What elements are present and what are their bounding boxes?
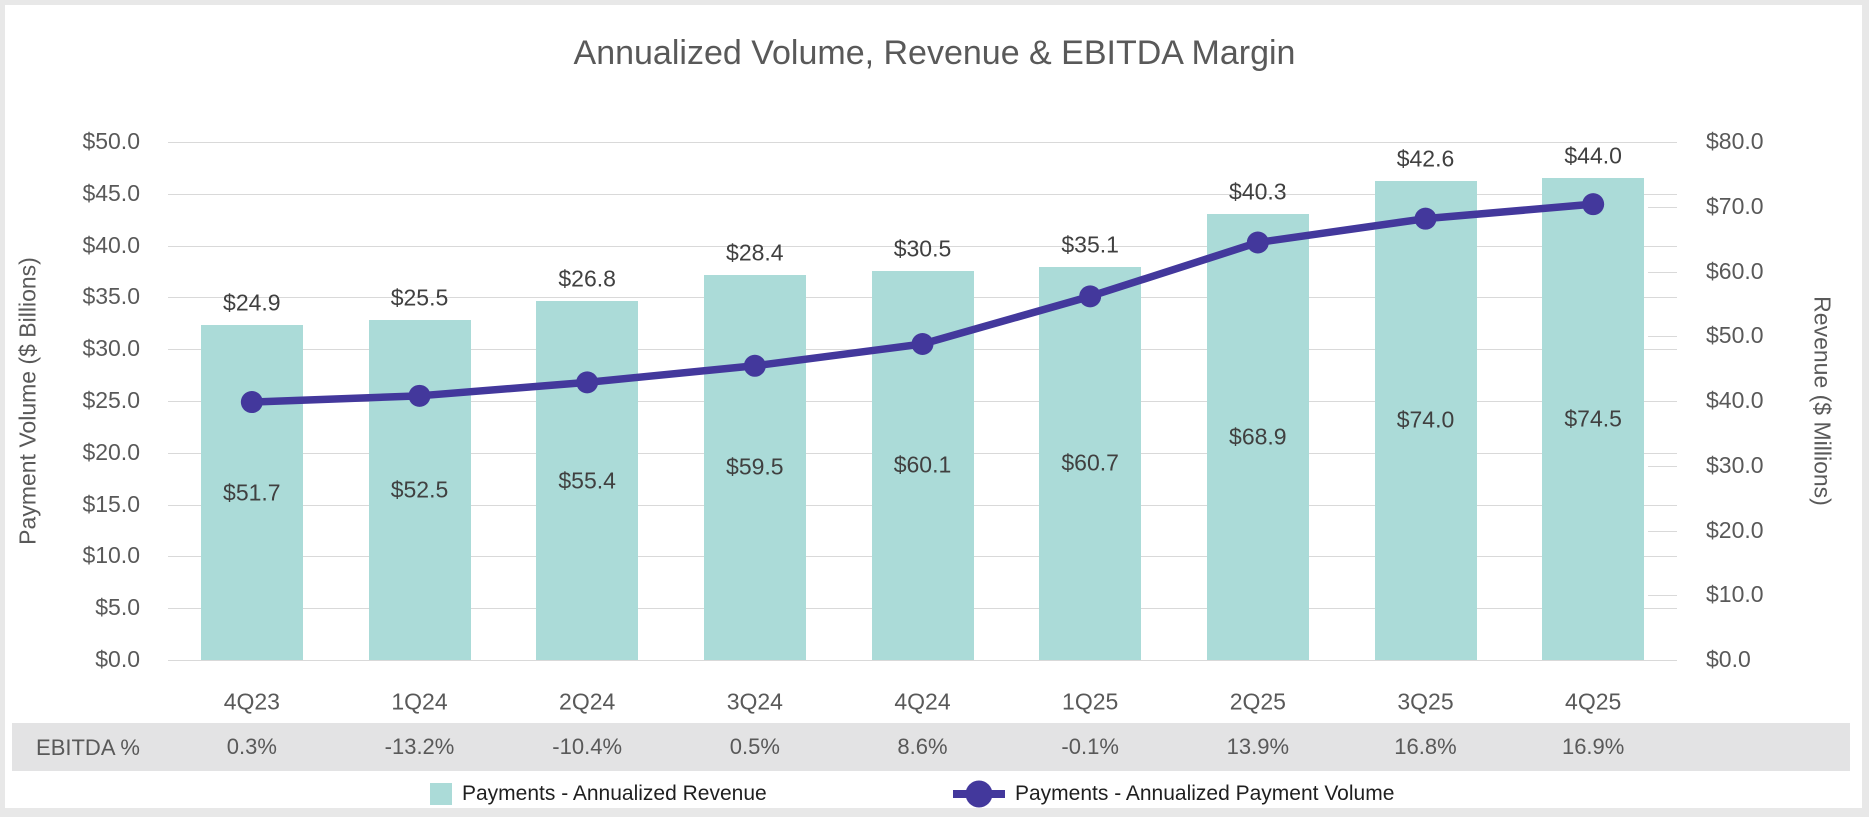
legend-item-volume: Payments - Annualized Payment Volume	[953, 779, 1394, 809]
right-axis-tick-label: $60.0	[1706, 257, 1764, 284]
ebitda-value: 16.9%	[1561, 734, 1625, 759]
line-value-label: $25.5	[390, 284, 449, 311]
line-marker-swatch-icon	[953, 780, 1005, 808]
right-axis-tick	[1648, 336, 1677, 338]
x-axis-label: 2Q25	[1229, 688, 1286, 715]
bar-swatch-icon	[430, 783, 452, 805]
line-value-label: $28.4	[726, 239, 784, 266]
bar-value-label: $68.9	[1229, 423, 1287, 450]
right-axis-tick	[1648, 206, 1677, 208]
line-point-marker	[408, 384, 431, 407]
bar-value-label: $52.5	[390, 476, 449, 503]
line-point-marker	[576, 371, 599, 394]
ebitda-value: -0.1%	[1061, 734, 1119, 759]
right-axis-tick-label: $20.0	[1706, 516, 1764, 543]
line-value-label: $40.3	[1229, 178, 1287, 205]
ebitda-value: 8.6%	[897, 734, 948, 759]
right-axis-tick-label: $80.0	[1706, 128, 1764, 154]
line-value-label: $35.1	[1061, 231, 1119, 258]
legend-label-revenue: Payments - Annualized Revenue	[462, 782, 767, 805]
ebitda-header: EBITDA %	[36, 735, 140, 760]
line-point-marker	[240, 391, 263, 414]
line-point-marker	[911, 333, 934, 356]
ebitda-value: 0.3%	[226, 734, 277, 759]
gridline	[168, 245, 1677, 247]
gridline	[168, 193, 1677, 195]
bar	[1542, 177, 1645, 660]
right-axis-tick	[1648, 660, 1677, 661]
legend-item-revenue: Payments - Annualized Revenue	[430, 779, 767, 809]
chart-title: Annualized Volume, Revenue & EBITDA Marg…	[573, 34, 1296, 72]
left-axis-tick-label: $25.0	[82, 387, 140, 413]
legend-label-volume: Payments - Annualized Payment Volume	[1015, 782, 1395, 805]
gridline	[168, 660, 1677, 661]
left-axis-tick-label: $10.0	[82, 542, 140, 569]
x-axis-label: 3Q25	[1397, 688, 1454, 715]
line-value-label: $24.9	[223, 289, 281, 316]
ebitda-value: 16.8%	[1394, 734, 1457, 759]
line-value-label: $42.6	[1396, 145, 1455, 172]
line-point-marker	[1414, 207, 1437, 230]
ebitda-band	[12, 723, 1850, 771]
x-axis-label: 1Q25	[1062, 688, 1119, 715]
bar	[1206, 213, 1309, 660]
bar	[1374, 180, 1477, 660]
right-axis-tick	[1648, 271, 1677, 273]
right-axis-tick	[1648, 142, 1677, 143]
line-point-marker	[1582, 193, 1605, 216]
right-axis-tick	[1648, 401, 1677, 402]
bar	[1039, 266, 1142, 660]
left-axis-tick-label: $30.0	[82, 335, 140, 362]
left-axis-tick-label: $5.0	[95, 594, 140, 621]
bar	[703, 274, 806, 660]
bar	[536, 301, 639, 660]
x-axis-label: 2Q24	[559, 688, 616, 715]
right-axis-tick-label: $0.0	[1706, 646, 1751, 672]
right-axis-tick-label: $50.0	[1706, 322, 1764, 349]
bar-value-label: $59.5	[726, 453, 784, 480]
ebitda-value: 0.5%	[729, 734, 780, 759]
line-path	[248, 200, 1597, 406]
right-axis-tick-label: $30.0	[1706, 451, 1764, 478]
bar	[200, 325, 303, 660]
x-axis-label: 3Q24	[726, 688, 783, 715]
bar-value-label: $55.4	[558, 467, 616, 494]
bar-value-label: $60.7	[1061, 449, 1119, 476]
right-axis-tick-label: $70.0	[1706, 192, 1764, 219]
right-axis-tick	[1648, 465, 1677, 467]
line-value-label: $30.5	[893, 235, 952, 262]
bottom-frame-strip	[0, 808, 1869, 817]
left-axis-tick-label: $50.0	[82, 128, 140, 154]
left-axis-tick-label: $40.0	[82, 231, 140, 258]
line-point-marker	[1246, 231, 1269, 254]
left-axis-tick-label: $15.0	[82, 490, 140, 517]
gridline	[168, 142, 1677, 143]
right-axis-tick	[1648, 530, 1677, 532]
bar-value-label: $74.5	[1564, 405, 1622, 432]
bar-value-label: $74.0	[1396, 406, 1455, 433]
ebitda-value: 13.9%	[1226, 734, 1290, 759]
bar	[368, 320, 471, 660]
left-axis-tick-label: $20.0	[82, 438, 140, 465]
line-value-label: $26.8	[558, 265, 616, 292]
left-axis-tick-label: $45.0	[82, 179, 140, 206]
x-axis-label: 4Q23	[223, 688, 280, 715]
x-axis-label: 4Q25	[1565, 688, 1622, 715]
x-axis-label: 1Q24	[391, 688, 448, 715]
left-axis-tick-label: $0.0	[95, 646, 140, 672]
right-axis-tick-label: $40.0	[1706, 387, 1764, 413]
right-axis-tick	[1648, 595, 1677, 597]
right-axis-tick-label: $10.0	[1706, 581, 1764, 608]
bar-value-label: $60.1	[893, 451, 952, 478]
ebitda-value: -13.2%	[384, 734, 455, 759]
ebitda-value: -10.4%	[552, 734, 623, 759]
line-value-label: $44.0	[1564, 142, 1622, 169]
x-axis-label: 4Q24	[894, 688, 951, 715]
left-axis-tick-label: $35.0	[82, 283, 140, 310]
line-point-marker	[743, 354, 766, 377]
line-point-marker	[1079, 285, 1102, 308]
bar-value-label: $51.7	[223, 479, 281, 506]
